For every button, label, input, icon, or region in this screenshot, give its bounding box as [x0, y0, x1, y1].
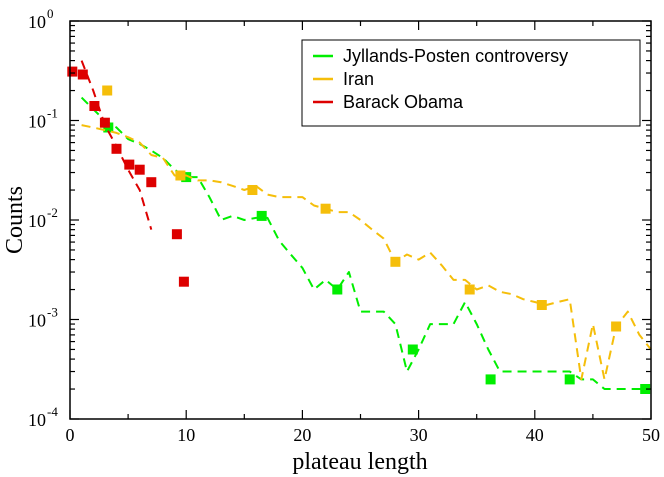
- x-axis-title: plateau length: [292, 449, 427, 475]
- data-point-barack-obama: [171, 229, 182, 240]
- x-tick-label: 40: [526, 425, 544, 445]
- y-tick-label-base: 10: [28, 311, 46, 331]
- legend-entries: Jyllands-Posten controversy Iran Barack Ob…: [313, 46, 568, 112]
- data-point-barack-obama: [111, 143, 122, 154]
- data-point-barack-obama: [124, 159, 135, 170]
- data-point-iran: [536, 300, 547, 310]
- x-tick-labels: 0 10 20 30 40 50: [66, 425, 661, 445]
- data-point-jyllands-posten-controversy: [640, 384, 651, 394]
- data-point-iran: [247, 185, 258, 195]
- data-point-barack-obama: [178, 276, 189, 287]
- legend-label-jyllands-posten-controversy: Jyllands-Posten controversy: [343, 46, 568, 66]
- data-point-iran: [464, 284, 475, 295]
- legend: Jyllands-Posten controversy Iran Barack Ob…: [301, 39, 641, 127]
- axis-ticks: [69, 20, 652, 420]
- plot-series: [67, 60, 652, 394]
- data-point-barack-obama: [77, 69, 88, 80]
- x-tick-label: 30: [410, 425, 428, 445]
- x-tick-label: 0: [66, 425, 75, 445]
- data-point-jyllands-posten-controversy: [564, 374, 575, 385]
- y-tick-label-exponent: 0: [47, 6, 54, 21]
- data-point-barack-obama: [134, 164, 145, 175]
- x-tick-label: 10: [177, 425, 195, 445]
- y-tick-label-exponent: -1: [47, 106, 58, 121]
- y-axis-title: Counts: [2, 186, 28, 254]
- y-tick-label-exponent: -3: [47, 305, 58, 320]
- legend-label-barack-obama: Barack Obama: [343, 92, 464, 112]
- y-tick-label-base: 10: [28, 211, 46, 231]
- data-point-iran: [175, 170, 186, 181]
- y-tick-label-base: 10: [28, 112, 46, 132]
- y-tick-label-base: 10: [28, 410, 46, 430]
- data-point-barack-obama: [99, 117, 110, 128]
- y-tick-label-exponent: -2: [47, 205, 58, 220]
- y-tick-label-exponent: -4: [47, 404, 58, 419]
- data-point-barack-obama: [67, 66, 78, 77]
- data-point-jyllands-posten-controversy: [407, 344, 418, 355]
- data-point-iran: [102, 85, 113, 96]
- data-point-jyllands-posten-controversy: [485, 374, 496, 385]
- data-point-barack-obama: [146, 177, 157, 188]
- data-point-iran: [320, 203, 331, 214]
- data-point-iran: [611, 321, 622, 332]
- x-tick-label: 50: [642, 425, 660, 445]
- data-point-barack-obama: [89, 101, 100, 111]
- x-tick-label: 20: [293, 425, 311, 445]
- data-point-iran: [390, 256, 401, 267]
- data-point-jyllands-posten-controversy: [181, 172, 192, 183]
- legend-label-iran: Iran: [343, 69, 374, 89]
- data-point-jyllands-posten-controversy: [256, 210, 267, 221]
- data-point-jyllands-posten-controversy: [332, 284, 343, 295]
- y-tick-label-base: 10: [28, 12, 46, 32]
- legend-box: [301, 39, 641, 127]
